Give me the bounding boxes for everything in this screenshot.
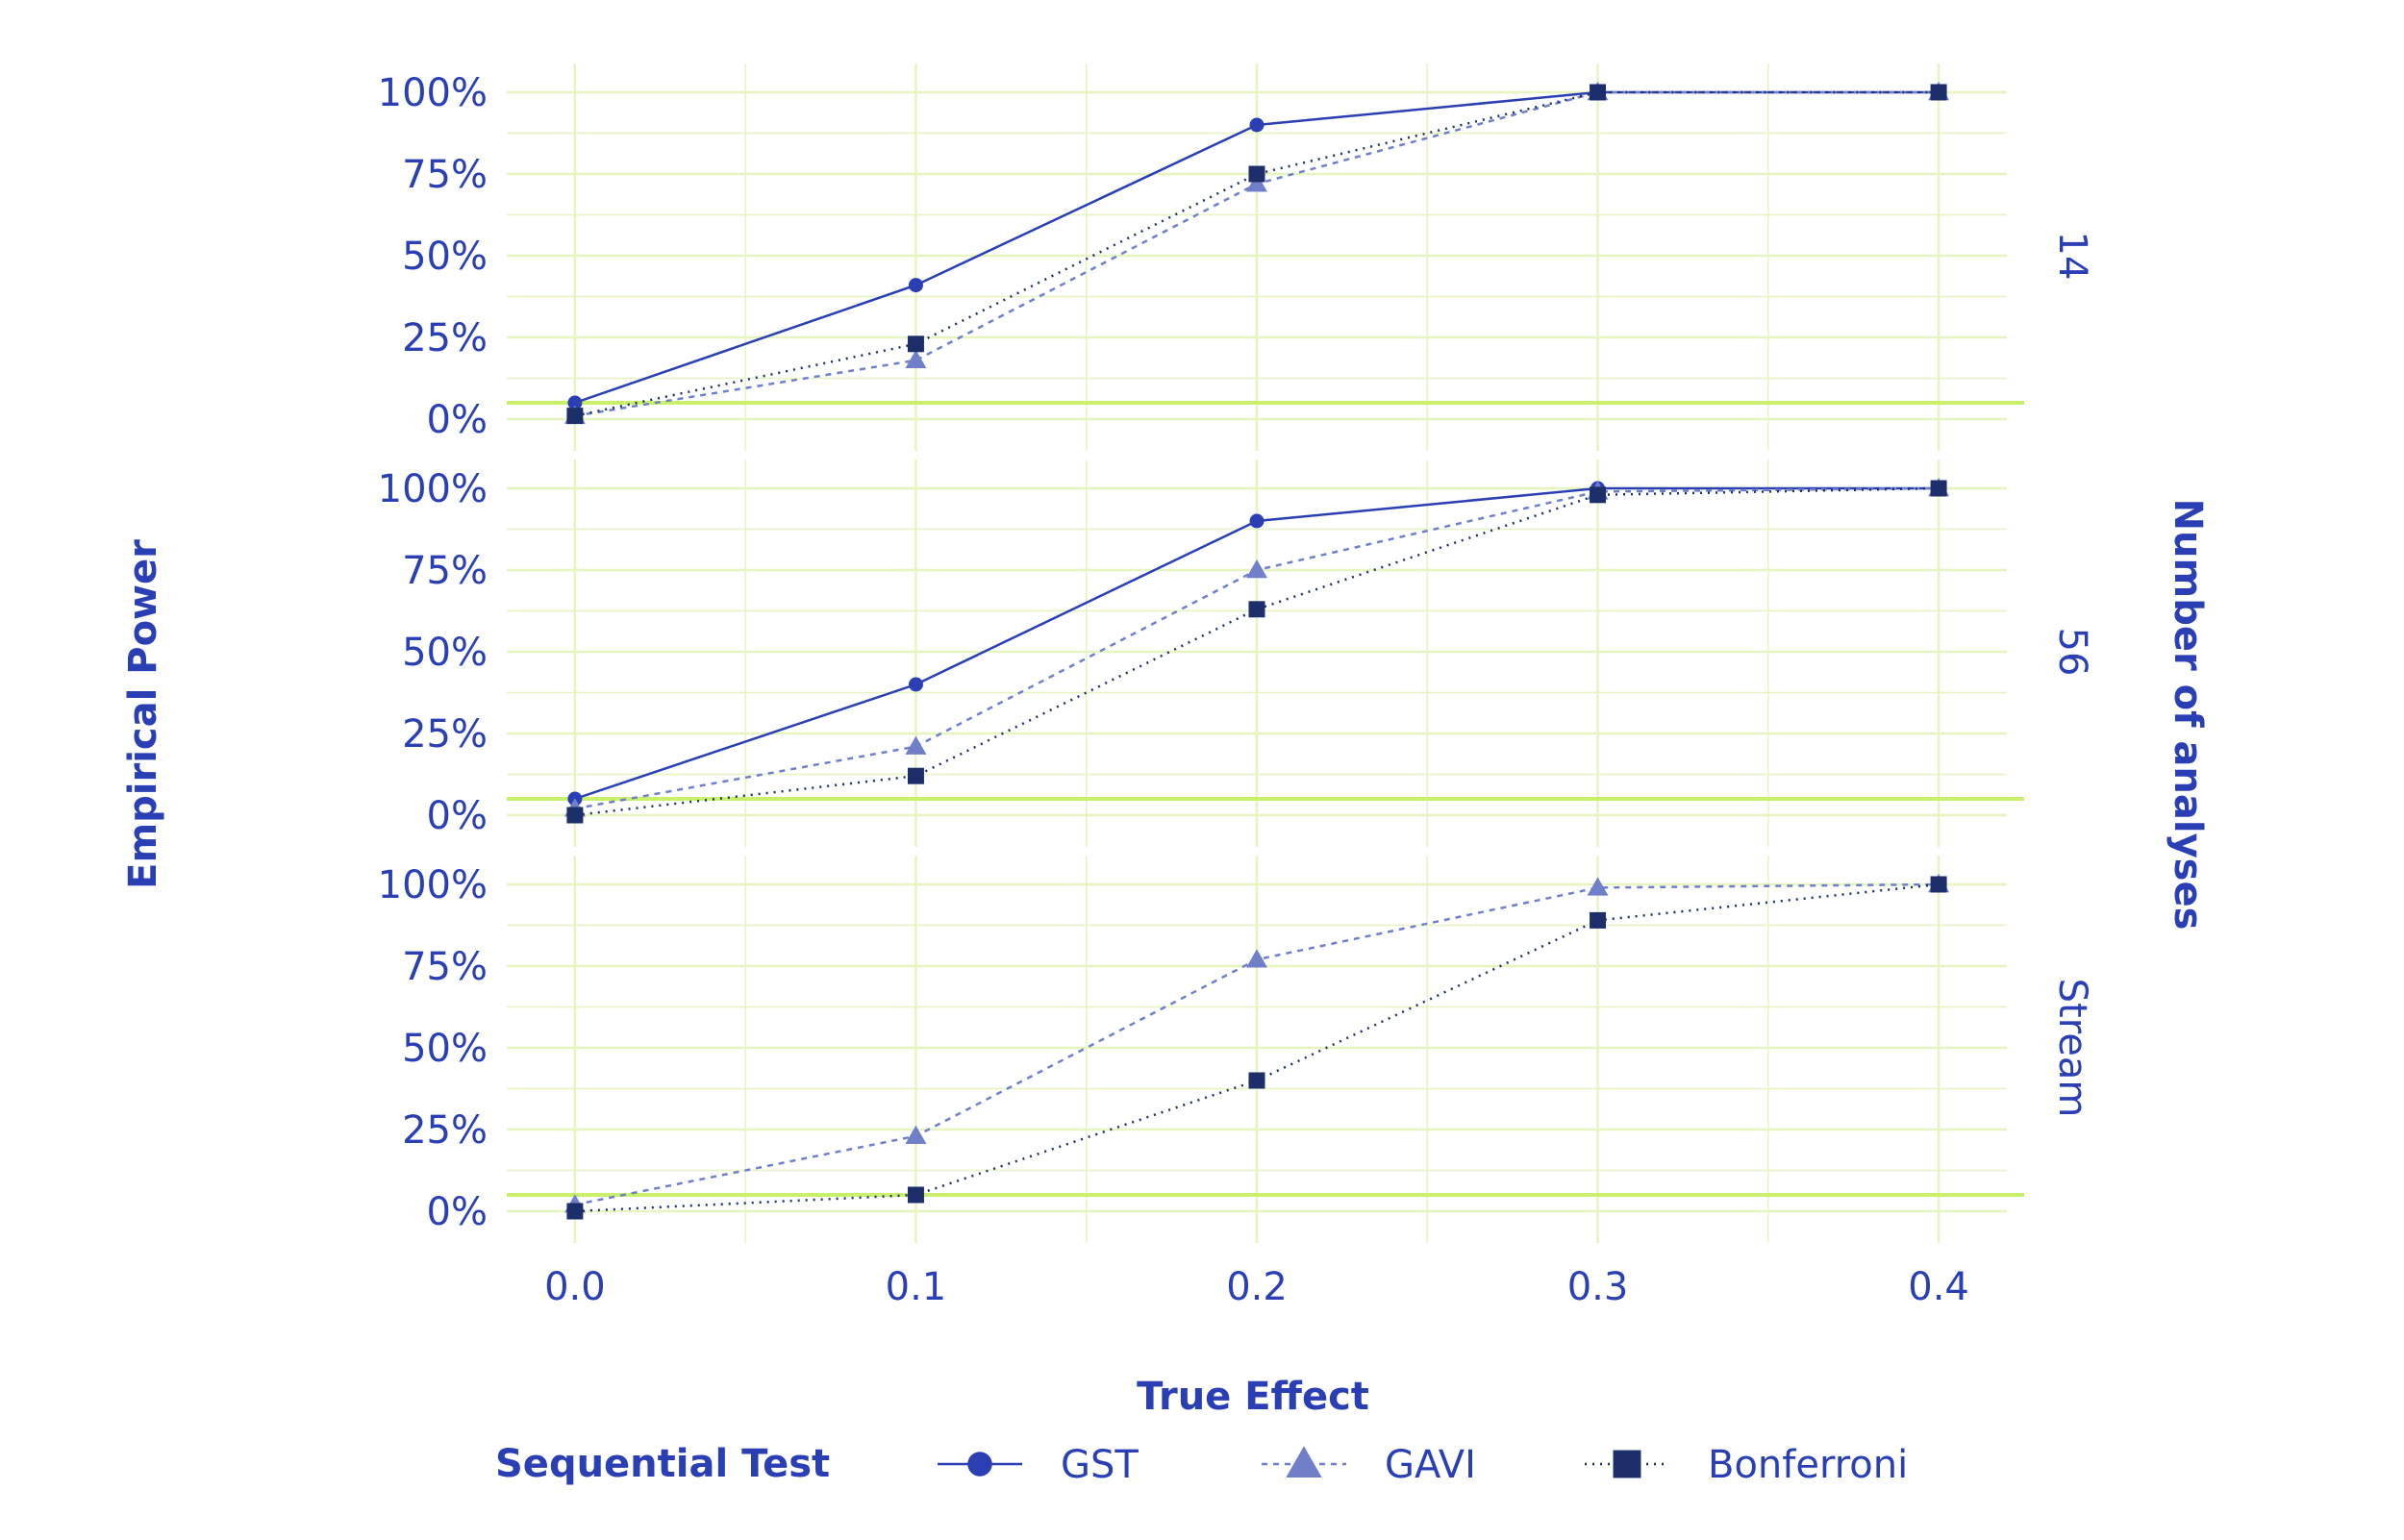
data-point-gavi [905, 349, 927, 369]
legend-key-marker-gavi [1286, 1446, 1322, 1478]
x-axis: 0.0 0.1 0.2 0.3 0.4 [544, 1265, 1969, 1309]
legend-label-bonferroni: Bonferroni [1708, 1443, 1908, 1487]
y-tick-label: 0% [427, 794, 488, 838]
data-point-bonferroni [1590, 486, 1607, 504]
data-point-bonferroni [1248, 601, 1265, 618]
x-tick-label: 0.0 [544, 1265, 606, 1309]
data-point-gst [908, 677, 923, 692]
data-point-bonferroni [1248, 1072, 1265, 1089]
y-tick-label: 50% [402, 235, 488, 279]
y-tick-label: 75% [402, 945, 488, 989]
x-axis-title: True Effect [1137, 1375, 1369, 1419]
y-tick-label: 100% [378, 863, 488, 907]
data-point-bonferroni [566, 1203, 584, 1220]
facet-strip-label: Stream [2050, 979, 2094, 1118]
legend-key-marker-bonferroni [1613, 1450, 1641, 1478]
data-point-bonferroni [566, 807, 584, 824]
data-point-bonferroni [1590, 84, 1607, 101]
data-point-gavi [905, 735, 927, 755]
series-line-bonferroni [574, 90, 1940, 417]
y-tick-label: 100% [378, 71, 488, 115]
y-tick-label: 75% [402, 153, 488, 197]
data-point-bonferroni [907, 767, 924, 784]
y-tick-label: 100% [378, 467, 488, 511]
facet-axis-title: Number of analyses [2166, 499, 2210, 931]
y-tick-label: 0% [427, 1190, 488, 1234]
x-tick-label: 0.2 [1226, 1265, 1288, 1309]
data-point-gst [567, 395, 583, 410]
data-point-bonferroni [1930, 480, 1947, 497]
data-point-bonferroni [1248, 165, 1265, 183]
x-tick-label: 0.1 [886, 1265, 947, 1309]
y-tick-label: 75% [402, 549, 488, 593]
data-point-gst [908, 278, 923, 293]
data-point-gavi [1587, 877, 1609, 896]
legend-label-gst: GST [1061, 1443, 1139, 1487]
data-point-bonferroni [907, 1186, 924, 1204]
y-tick-label: 25% [402, 316, 488, 360]
data-point-gavi [905, 1125, 927, 1145]
y-tick-label: 50% [402, 1027, 488, 1071]
legend-title: Sequential Test [495, 1442, 830, 1486]
data-point-bonferroni [907, 335, 924, 353]
legend: Sequential Test GST GAVI Bonferroni [495, 1442, 1908, 1487]
data-point-gavi [1246, 173, 1267, 192]
data-point-gst [1249, 513, 1265, 529]
y-tick-label: 0% [427, 398, 488, 442]
y-axis-title: Empirical Power [121, 539, 165, 889]
panel-stream: 0% 25% 50% 75% 100% Stream [378, 856, 2094, 1243]
x-tick-label: 0.4 [1908, 1265, 1969, 1309]
y-tick-label: 50% [402, 631, 488, 675]
data-point-bonferroni [1930, 84, 1947, 101]
data-point-bonferroni [1590, 911, 1607, 929]
facet-strip-label: 56 [2050, 628, 2094, 677]
x-tick-label: 0.3 [1567, 1265, 1629, 1309]
panel-14: 0% 25% 50% 75% 100% 14 [378, 63, 2094, 451]
y-tick-label: 25% [402, 712, 488, 757]
panel-56: 0% 25% 50% 75% 100% 56 [378, 460, 2094, 847]
legend-label-gavi: GAVI [1385, 1443, 1476, 1487]
facet-strip-label: 14 [2050, 232, 2094, 281]
panels: 0% 25% 50% 75% 100% 14 0% 25% 50% 75% 100% 56 0% 25% 5… [378, 63, 2094, 1243]
data-point-gavi [1246, 559, 1267, 579]
legend-key-marker-gst [967, 1452, 992, 1477]
data-point-gavi [1246, 949, 1267, 968]
data-point-gst [1249, 117, 1265, 133]
data-point-bonferroni [1930, 876, 1947, 893]
y-tick-label: 25% [402, 1108, 488, 1153]
data-point-bonferroni [566, 408, 584, 425]
